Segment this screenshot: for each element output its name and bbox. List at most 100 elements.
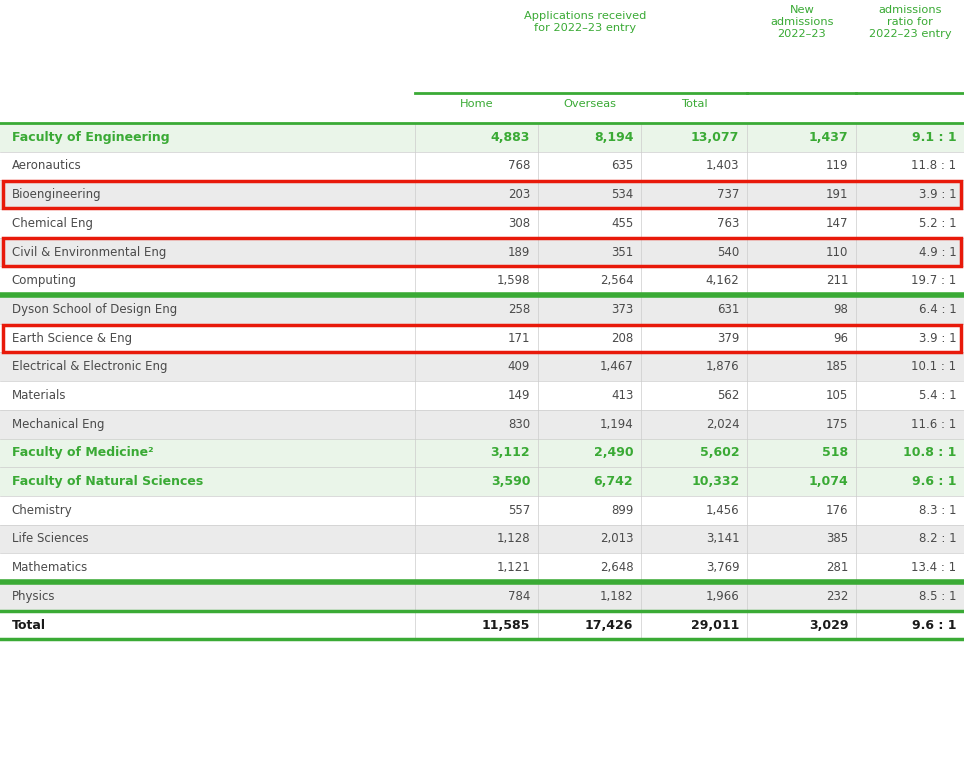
- Text: 8.2 : 1: 8.2 : 1: [919, 533, 956, 546]
- Text: Mechanical Eng: Mechanical Eng: [12, 417, 104, 430]
- Bar: [0, 123, 964, 152]
- Text: 13.4 : 1: 13.4 : 1: [911, 561, 956, 574]
- Text: 3.9 : 1: 3.9 : 1: [919, 188, 956, 201]
- Text: 3.9 : 1: 3.9 : 1: [919, 332, 956, 345]
- Text: 351: 351: [611, 246, 633, 259]
- Text: 3,590: 3,590: [491, 475, 530, 488]
- Bar: [0, 439, 964, 468]
- Bar: [0, 582, 964, 611]
- Text: 6.4 : 1: 6.4 : 1: [919, 303, 956, 316]
- Text: 3,769: 3,769: [706, 561, 739, 574]
- Text: 203: 203: [508, 188, 530, 201]
- Text: 1,437: 1,437: [809, 131, 848, 143]
- Text: 17,426: 17,426: [585, 619, 633, 631]
- Text: 1,128: 1,128: [496, 533, 530, 546]
- Text: Earth Science & Eng: Earth Science & Eng: [12, 332, 132, 345]
- Bar: [0, 381, 964, 410]
- Bar: [0, 266, 964, 295]
- Text: 1,876: 1,876: [706, 361, 739, 373]
- Bar: [0, 352, 964, 381]
- Text: 562: 562: [717, 389, 739, 402]
- Text: 455: 455: [611, 217, 633, 230]
- Text: 830: 830: [508, 417, 530, 430]
- Text: 2,648: 2,648: [600, 561, 633, 574]
- Text: 176: 176: [826, 504, 848, 517]
- Bar: [0, 524, 964, 553]
- Bar: [0, 324, 964, 352]
- Text: 1,966: 1,966: [706, 590, 739, 603]
- Text: Dyson School of Design Eng: Dyson School of Design Eng: [12, 303, 176, 316]
- Text: 208: 208: [611, 332, 633, 345]
- Text: 2,490: 2,490: [594, 446, 633, 459]
- Text: New
admissions
2022–23: New admissions 2022–23: [770, 5, 834, 39]
- Text: 258: 258: [508, 303, 530, 316]
- Bar: [0, 181, 964, 209]
- Text: 635: 635: [611, 159, 633, 172]
- Text: 308: 308: [508, 217, 530, 230]
- Text: 175: 175: [826, 417, 848, 430]
- Text: 29,011: 29,011: [691, 619, 739, 631]
- Text: 2,013: 2,013: [600, 533, 633, 546]
- Text: Applications received
for 2022–23 entry: Applications received for 2022–23 entry: [524, 11, 646, 33]
- Text: 11.8 : 1: 11.8 : 1: [911, 159, 956, 172]
- Text: Aeronautics: Aeronautics: [12, 159, 81, 172]
- Text: 763: 763: [717, 217, 739, 230]
- Text: 379: 379: [717, 332, 739, 345]
- Text: 3,112: 3,112: [491, 446, 530, 459]
- Text: 413: 413: [611, 389, 633, 402]
- Text: 4.9 : 1: 4.9 : 1: [919, 246, 956, 259]
- Text: Overseas: Overseas: [564, 99, 616, 109]
- Text: Faculty of Medicine²: Faculty of Medicine²: [12, 446, 153, 459]
- Text: 534: 534: [611, 188, 633, 201]
- Text: Home: Home: [460, 99, 493, 109]
- Text: 110: 110: [826, 246, 848, 259]
- Text: Total: Total: [12, 619, 45, 631]
- Text: Civil & Environmental Eng: Civil & Environmental Eng: [12, 246, 166, 259]
- Text: 281: 281: [826, 561, 848, 574]
- Bar: [0, 238, 964, 266]
- Text: 98: 98: [834, 303, 848, 316]
- Bar: [0, 152, 964, 181]
- Text: Physics: Physics: [12, 590, 55, 603]
- Text: Mathematics: Mathematics: [12, 561, 88, 574]
- Text: 631: 631: [717, 303, 739, 316]
- Text: 768: 768: [508, 159, 530, 172]
- Text: 105: 105: [826, 389, 848, 402]
- Text: 13,077: 13,077: [691, 131, 739, 143]
- Text: 9.6 : 1: 9.6 : 1: [912, 475, 956, 488]
- Text: Life Sciences: Life Sciences: [12, 533, 88, 546]
- Text: 899: 899: [611, 504, 633, 517]
- Bar: [0, 295, 964, 324]
- Text: 3,141: 3,141: [706, 533, 739, 546]
- Bar: [0, 496, 964, 524]
- Text: 3,029: 3,029: [809, 619, 848, 631]
- Text: 96: 96: [833, 332, 848, 345]
- Text: 211: 211: [826, 274, 848, 287]
- Text: 10,332: 10,332: [691, 475, 739, 488]
- Text: 1,074: 1,074: [809, 475, 848, 488]
- Text: Chemical Eng: Chemical Eng: [12, 217, 93, 230]
- Text: 1,403: 1,403: [706, 159, 739, 172]
- Text: 2,564: 2,564: [600, 274, 633, 287]
- Text: 2,024: 2,024: [706, 417, 739, 430]
- Bar: [0, 468, 964, 496]
- Text: Electrical & Electronic Eng: Electrical & Electronic Eng: [12, 361, 167, 373]
- Text: 9.1 : 1: 9.1 : 1: [912, 131, 956, 143]
- Text: Materials: Materials: [12, 389, 67, 402]
- Text: 1,598: 1,598: [496, 274, 530, 287]
- Text: 8.5 : 1: 8.5 : 1: [919, 590, 956, 603]
- Text: 4,162: 4,162: [706, 274, 739, 287]
- Text: 19.7 : 1: 19.7 : 1: [911, 274, 956, 287]
- Text: 10.8 : 1: 10.8 : 1: [903, 446, 956, 459]
- Text: 5.2 : 1: 5.2 : 1: [919, 217, 956, 230]
- Text: 232: 232: [826, 590, 848, 603]
- Text: 6,742: 6,742: [594, 475, 633, 488]
- Text: 518: 518: [822, 446, 848, 459]
- Text: Faculty of Natural Sciences: Faculty of Natural Sciences: [12, 475, 202, 488]
- Text: 1,194: 1,194: [600, 417, 633, 430]
- Text: 540: 540: [717, 246, 739, 259]
- Text: 191: 191: [826, 188, 848, 201]
- Text: 1,456: 1,456: [706, 504, 739, 517]
- Text: admissions
ratio for
2022–23 entry: admissions ratio for 2022–23 entry: [869, 5, 951, 39]
- Text: 1,182: 1,182: [600, 590, 633, 603]
